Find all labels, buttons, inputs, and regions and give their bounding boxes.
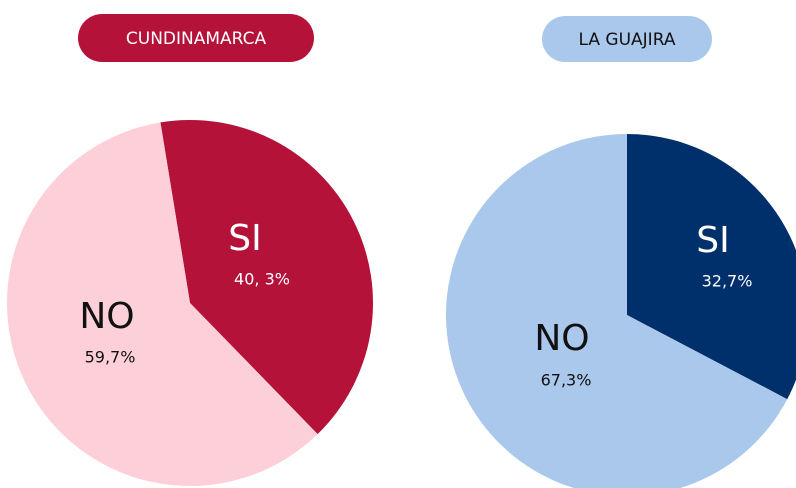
pie-slice <box>446 134 788 488</box>
slice-label: SI <box>696 220 729 261</box>
slice-label: NO <box>534 318 589 359</box>
title-pill <box>542 16 712 62</box>
slice-value: 32,7% <box>702 272 753 291</box>
pie-slice <box>627 134 796 400</box>
chart-title: CUNDINAMARCA <box>126 29 267 49</box>
slice-label: NO <box>79 296 134 337</box>
title-pill <box>78 14 314 62</box>
slice-value: 59,7% <box>85 348 136 367</box>
slice-value: 67,3% <box>541 371 592 390</box>
chart-title: LA GUAJIRA <box>579 30 676 50</box>
pie-slice <box>160 119 374 435</box>
slice-label: SI <box>228 218 261 259</box>
slice-value: 40, 3% <box>234 270 290 289</box>
pie-slice <box>7 122 318 486</box>
